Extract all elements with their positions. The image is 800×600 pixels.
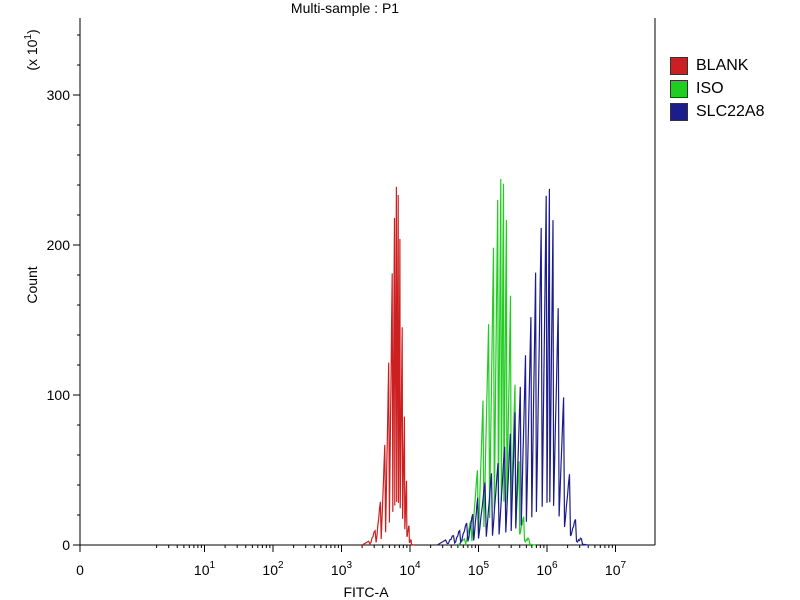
chart-legend: BLANK ISO SLC22A8	[670, 54, 765, 123]
legend-item-blank: BLANK	[670, 54, 765, 77]
y-axis-label: Count	[24, 266, 40, 303]
y-tick-label: 100	[47, 387, 71, 403]
legend-label-blank: BLANK	[696, 56, 749, 74]
x-tick-label: 101	[194, 560, 216, 578]
legend-item-iso: ISO	[670, 77, 765, 100]
y-tick-label: 200	[47, 237, 71, 253]
x-tick-label: 102	[262, 560, 284, 578]
plot-frame	[79, 18, 656, 546]
series-line-slc22a8	[436, 188, 589, 546]
legend-label-slc22a8: SLC22A8	[696, 102, 765, 120]
chart-title: Multi-sample : P1	[291, 0, 399, 16]
y-tick-label: 300	[47, 87, 71, 103]
x-tick-label: 106	[536, 560, 558, 578]
x-tick-label: 0	[76, 562, 84, 578]
x-axis-label: FITC-A	[343, 584, 389, 600]
y-tick-label: 0	[62, 537, 70, 553]
x-tick-label: 104	[399, 560, 421, 578]
series-layer	[361, 178, 589, 546]
axis-tick-labels: 0 101 102 103 104 105 106 107 0 100 200 300	[47, 87, 627, 578]
axis-ticks	[73, 34, 616, 552]
x-tick-label: 103	[331, 560, 353, 578]
x-tick-label: 107	[605, 560, 627, 578]
legend-item-slc22a8: SLC22A8	[670, 100, 765, 123]
legend-swatch-blank	[670, 56, 688, 75]
series-line-iso	[457, 178, 536, 546]
series-line-blank	[361, 186, 415, 546]
y-axis-multiplier-label: (x 101)	[23, 29, 40, 70]
legend-swatch-slc22a8	[670, 102, 688, 121]
legend-label-iso: ISO	[696, 79, 724, 97]
x-tick-label: 105	[468, 560, 490, 578]
legend-swatch-iso	[670, 79, 688, 98]
